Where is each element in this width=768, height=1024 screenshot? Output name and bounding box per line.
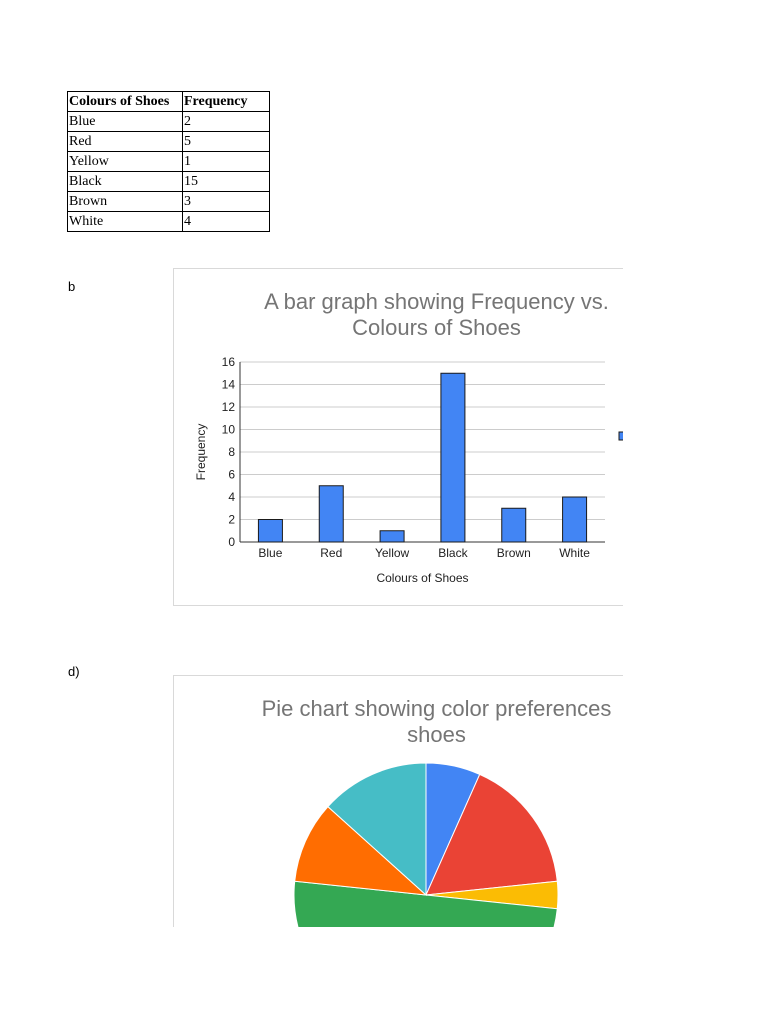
y-tick-label: 8: [228, 445, 235, 459]
table-cell-frequency: 2: [182, 111, 270, 132]
bar-brown: [501, 507, 527, 543]
x-tick-label: White: [559, 546, 590, 560]
x-tick-label: Brown: [497, 546, 531, 560]
table-cell-frequency: 15: [182, 171, 270, 192]
table-cell-colour: Blue: [67, 111, 183, 132]
pie-slice-brown: [294, 805, 428, 896]
table-cell-frequency: 1: [182, 151, 270, 172]
y-tick-label: 6: [228, 468, 235, 482]
table-header-row: Colours of Shoes Frequency: [67, 91, 270, 112]
x-tick-label: Red: [320, 546, 342, 560]
part-label-d: d): [68, 664, 80, 679]
x-tick-label: Yellow: [375, 546, 410, 560]
part-label-b: b: [68, 279, 76, 294]
table-row: White 4: [67, 211, 270, 232]
table-cell-colour: Black: [67, 171, 183, 192]
pie-slice-red: [425, 773, 558, 896]
x-tick-label: Blue: [258, 546, 282, 560]
table-cell-colour: Red: [67, 131, 183, 152]
table-row: Red 5: [67, 131, 270, 152]
bar-chart-plot: 0 2 4 6 8 10 12 14 16 Blue Red Yellow Black Brown Whit…: [194, 355, 623, 585]
bar-yellow: [379, 530, 405, 543]
pie-chart-plot: [293, 762, 559, 927]
y-tick-label: 12: [222, 400, 236, 414]
y-tick-label: 0: [228, 535, 235, 549]
table-row: Black 15: [67, 171, 270, 192]
pie-chart-title: Pie chart showing color preferences shoe…: [261, 696, 612, 747]
y-tick-label: 16: [222, 355, 236, 369]
y-tick-label: 10: [222, 423, 236, 437]
y-tick-label: 2: [228, 513, 235, 527]
x-axis-title: Colours of Shoes: [376, 571, 468, 585]
table-row: Yellow 1: [67, 151, 270, 172]
bar-red: [318, 485, 344, 543]
y-tick-label: 14: [222, 378, 236, 392]
pie-chart: Pie chart showing color preferences shoe…: [173, 675, 623, 927]
table-cell-colour: White: [67, 211, 183, 232]
table-row: Brown 3: [67, 191, 270, 212]
table-row: Blue 2: [67, 111, 270, 132]
table-cell-frequency: 4: [182, 211, 270, 232]
table-header-frequency: Frequency: [182, 91, 270, 112]
bar-blue: [257, 519, 283, 543]
frequency-table: Colours of Shoes Frequency Blue 2 Red 5 …: [67, 91, 270, 232]
bar-chart: A bar graph showing Frequency vs. Colour…: [173, 268, 623, 606]
table-cell-frequency: 5: [182, 131, 270, 152]
pie-slice-white: [327, 762, 427, 897]
bar-white: [562, 496, 588, 543]
pie-slice-black: [293, 880, 558, 927]
legend-swatch: [618, 431, 623, 441]
y-tick-label: 4: [228, 490, 235, 504]
table-cell-colour: Yellow: [67, 151, 183, 172]
x-tick-label: Black: [438, 546, 468, 560]
bar-black: [440, 372, 466, 543]
table-header-colours: Colours of Shoes: [67, 91, 183, 112]
bar-chart-title: A bar graph showing Frequency vs. Colour…: [264, 289, 609, 340]
y-axis-title: Frequency: [194, 424, 208, 481]
table-cell-colour: Brown: [67, 191, 183, 212]
table-cell-frequency: 3: [182, 191, 270, 212]
